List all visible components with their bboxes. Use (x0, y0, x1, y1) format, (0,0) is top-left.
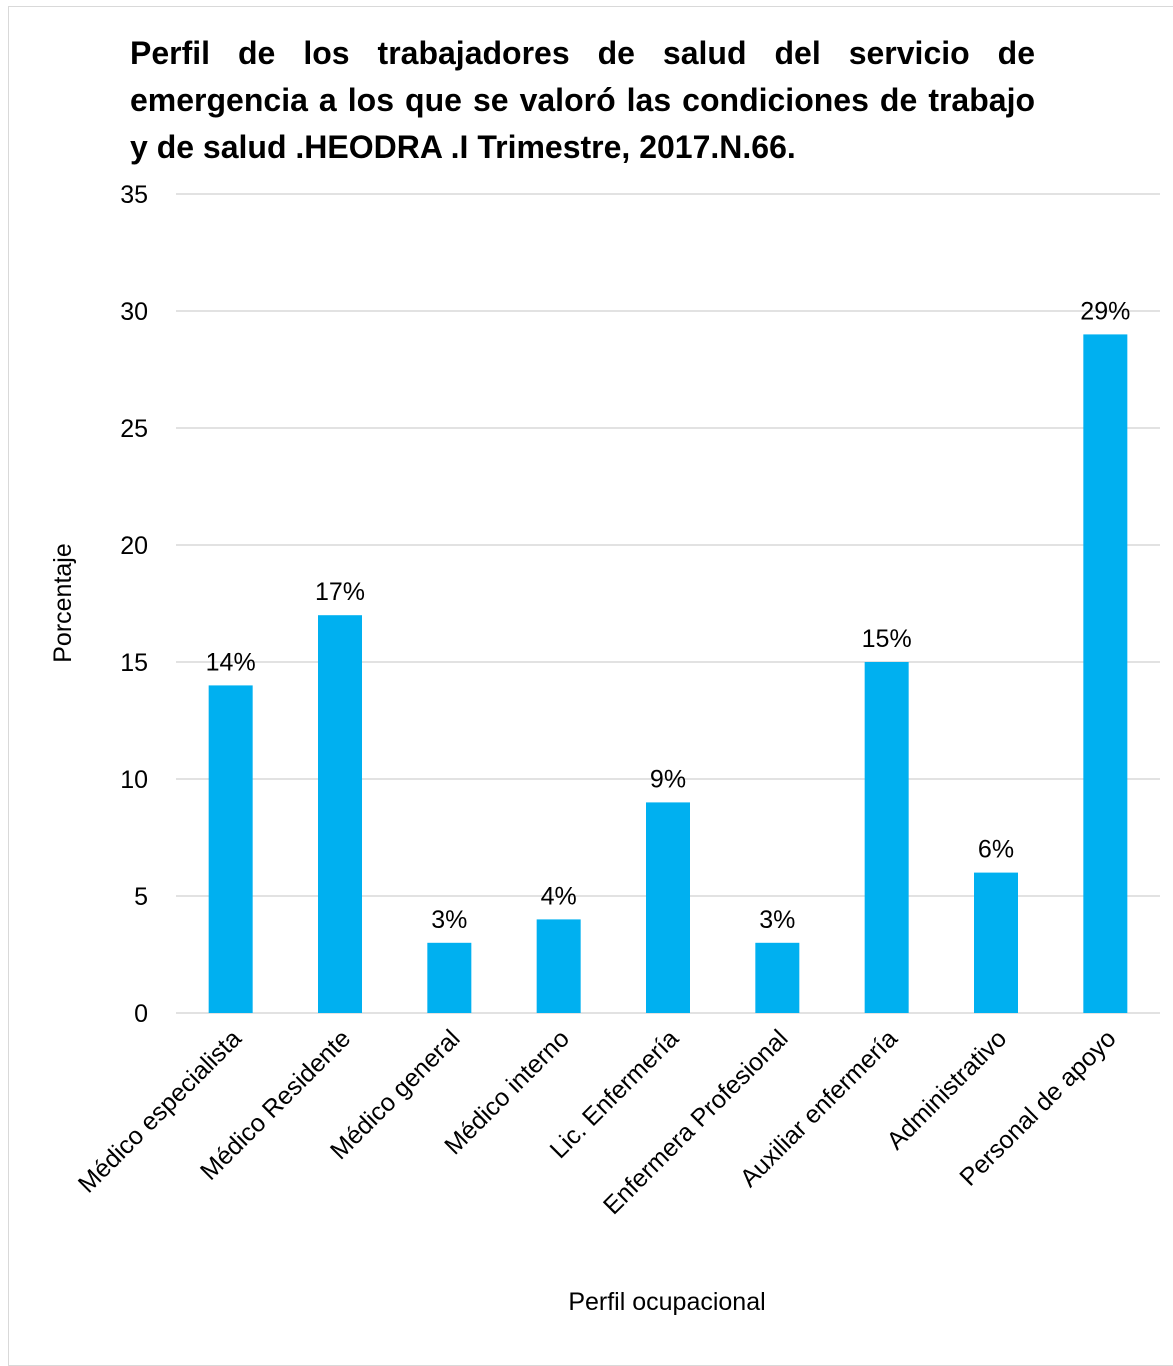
y-tick-label: 25 (120, 415, 148, 443)
y-axis-tick-labels: 0 5 10 15 20 25 30 35 (120, 181, 148, 1028)
data-label: 29% (1080, 297, 1130, 325)
data-label: 17% (315, 578, 365, 606)
y-tick-label: 35 (120, 181, 148, 209)
data-labels: 14% 17% 3% 4% 9% 3% 15% 6% 29% (206, 297, 1131, 933)
bar (864, 662, 909, 1013)
bar (208, 685, 253, 1013)
y-tick-label: 30 (120, 298, 148, 326)
data-label: 6% (978, 836, 1014, 864)
y-axis-label: Porcentaje (49, 543, 77, 663)
data-label: 14% (206, 648, 256, 676)
bar (755, 942, 800, 1013)
chart-title: Perfil de los trabajadores de salud del … (130, 35, 1035, 165)
data-label: 3% (759, 906, 795, 934)
bar (318, 615, 362, 1013)
y-tick-label: 10 (120, 766, 148, 794)
y-tick-label: 20 (120, 532, 148, 560)
x-axis-label: Perfil ocupacional (568, 1288, 765, 1316)
y-tick-label: 0 (134, 1000, 148, 1028)
bar (536, 919, 581, 1013)
data-label: 4% (541, 882, 577, 910)
data-label: 9% (650, 765, 686, 793)
bar (427, 942, 472, 1013)
bar (1083, 334, 1128, 1013)
y-tick-label: 5 (134, 883, 148, 911)
bar (646, 802, 690, 1013)
data-label: 3% (431, 906, 467, 934)
bar (974, 872, 1018, 1013)
x-tick-label: Enfermera Profesional (598, 1024, 794, 1220)
y-tick-label: 15 (120, 649, 148, 677)
bars (208, 334, 1128, 1013)
data-label: 15% (862, 625, 912, 653)
